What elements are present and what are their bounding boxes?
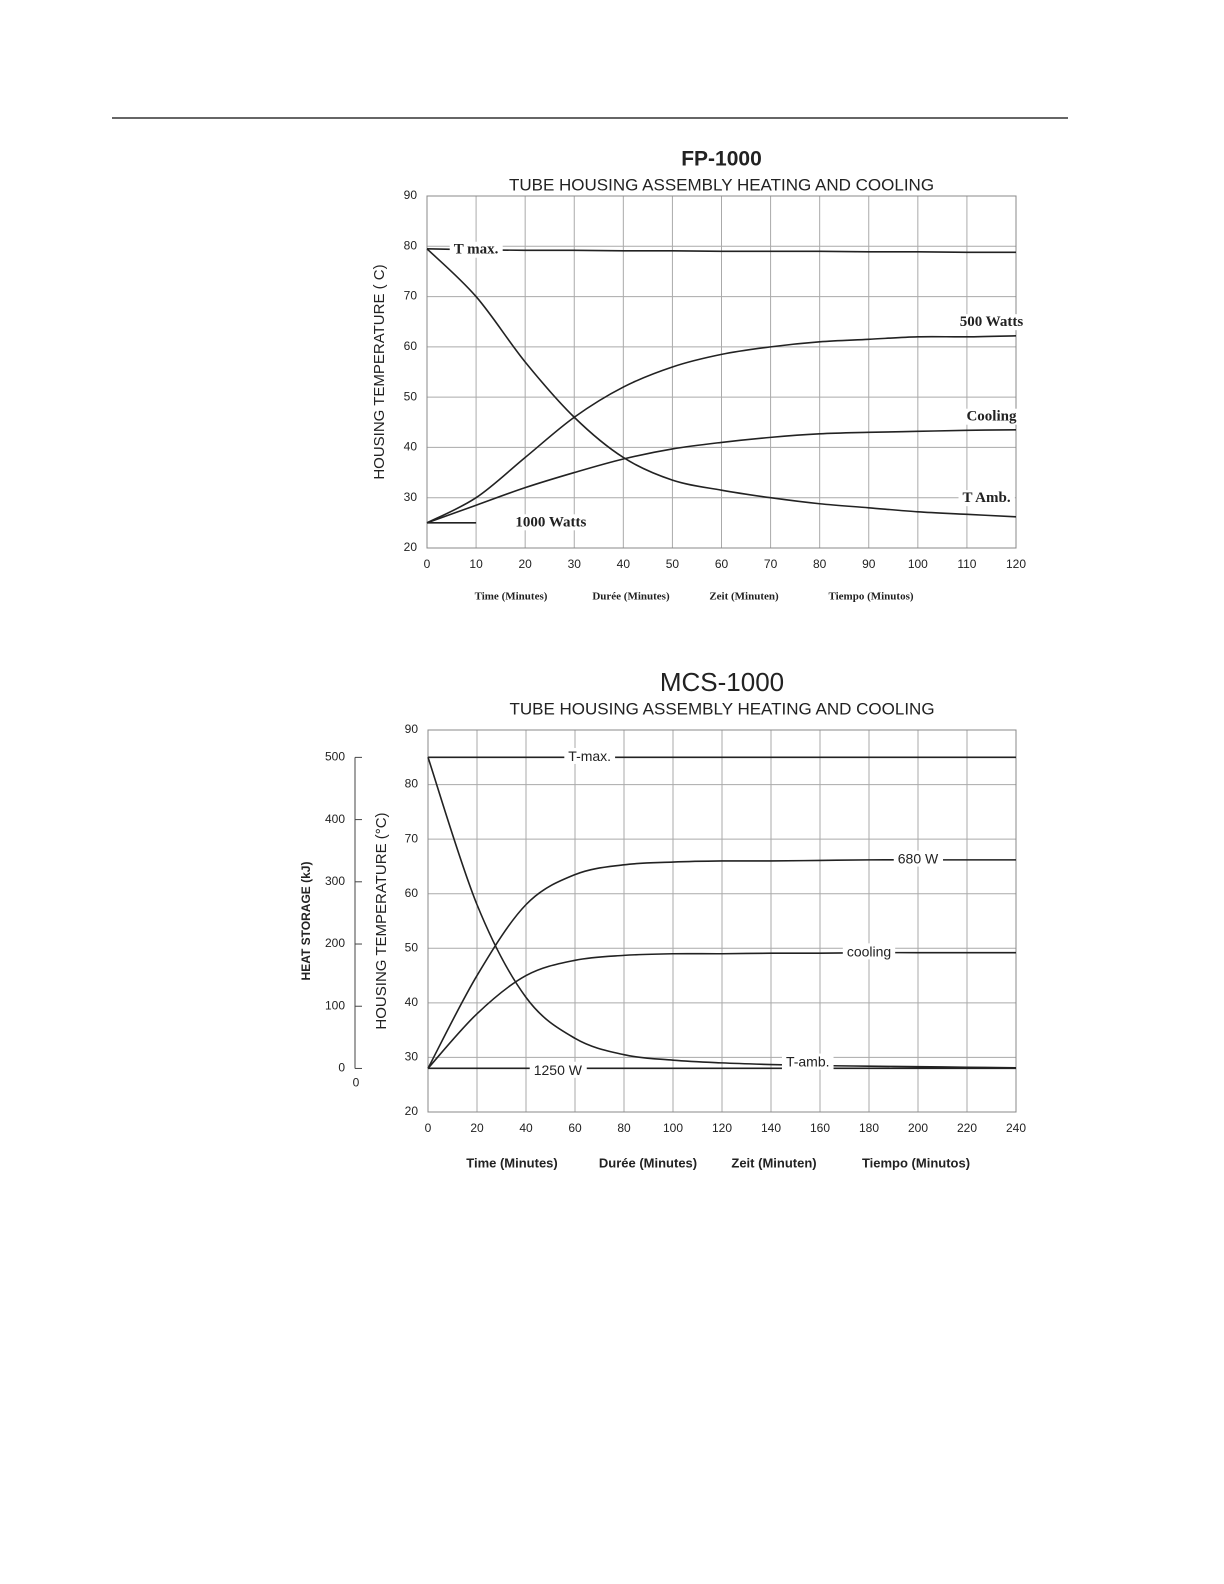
y-axis-label: HOUSING TEMPERATURE ( C) [371, 264, 388, 479]
y-tick-label: 50 [404, 389, 418, 403]
chart-subtitle: TUBE HOUSING ASSEMBLY HEATING AND COOLIN… [509, 699, 934, 718]
series-label: 680 W [898, 851, 939, 867]
series-line [426, 429, 1017, 524]
series-line [426, 334, 1017, 524]
series-label-background [449, 241, 503, 258]
series-line [426, 248, 1017, 254]
x-tick-label: 180 [859, 1121, 879, 1135]
x-tick-label: 0 [425, 1121, 432, 1135]
y-tick-label: 50 [405, 940, 419, 954]
x-tick-label: 20 [470, 1121, 484, 1135]
series-label-background [958, 490, 1015, 507]
series-label: T max. [454, 242, 499, 258]
x-axis-label: Tiempo (Minutos) [862, 1155, 970, 1170]
chart-title: MCS-1000 [660, 667, 784, 697]
x-axis-label: Time (Minutes) [475, 591, 548, 603]
chart-subtitle: TUBE HOUSING ASSEMBLY HEATING AND COOLIN… [509, 175, 934, 194]
series-line [426, 248, 1017, 518]
x-tick-label: 70 [764, 557, 778, 571]
x-axis-label: Tiempo (Minutos) [828, 591, 913, 603]
series-label-background [955, 314, 1028, 331]
x-tick-label: 140 [761, 1121, 781, 1135]
y-tick-label: 90 [404, 188, 418, 202]
series-label-background [893, 850, 944, 867]
x-tick-label: 110 [957, 557, 976, 571]
series-label: cooling [847, 943, 891, 959]
chart-title: FP-1000 [681, 148, 762, 171]
series-label-background [529, 1061, 587, 1078]
x-tick-label: 80 [813, 557, 827, 571]
x-tick-label: 80 [617, 1121, 631, 1135]
x-tick-label: 40 [519, 1121, 533, 1135]
series-label: 500 Watts [960, 314, 1024, 330]
y-tick-label: 70 [405, 831, 419, 845]
x-tick-label: 60 [715, 557, 729, 571]
x-tick-label: 90 [862, 557, 876, 571]
x-tick-label: 60 [568, 1121, 582, 1135]
y-tick-label: 20 [405, 1104, 419, 1118]
x-tick-label: 100 [908, 557, 928, 571]
x-tick-label: 160 [810, 1121, 830, 1135]
series-label: T-amb. [786, 1054, 830, 1070]
series-label-background [511, 514, 591, 531]
series-label: T Amb. [963, 490, 1011, 506]
y-tick-label: 40 [405, 995, 419, 1009]
series-label-background [962, 408, 1021, 425]
y2-tick-label: 200 [325, 936, 345, 950]
y-axis-label: HOUSING TEMPERATURE (°C) [373, 812, 390, 1029]
y-tick-label: 80 [405, 777, 419, 791]
x-tick-label: 200 [908, 1121, 928, 1135]
series-label-background [781, 1053, 834, 1070]
y-tick-label: 70 [404, 289, 418, 303]
plot-frame [426, 195, 1017, 549]
x-tick-label: 220 [957, 1121, 977, 1135]
y2-axis-label: HEAT STORAGE (kJ) [299, 862, 313, 981]
x-axis-label: Zeit (Minuten) [731, 1155, 816, 1170]
series-label: Cooling [966, 409, 1017, 425]
x-axis-label: Zeit (Minuten) [709, 591, 779, 603]
y2-tick-label: 400 [325, 812, 345, 826]
x-axis-label: Durée (Minutes) [592, 591, 670, 603]
y-tick-label: 60 [405, 886, 419, 900]
x-axis-label: Time (Minutes) [466, 1155, 558, 1170]
x-tick-label: 20 [518, 557, 532, 571]
y-tick-label: 30 [404, 490, 418, 504]
series-label-background [842, 943, 896, 960]
y-tick-label: 60 [404, 339, 418, 353]
x-tick-label: 40 [617, 557, 631, 571]
series-label: 1000 Watts [515, 514, 586, 530]
y2-tick-label: 300 [325, 874, 345, 888]
y2-tick-label: 500 [325, 750, 345, 764]
plot-frame [427, 729, 1017, 1113]
x-tick-label: 100 [663, 1121, 683, 1135]
x-tick-label: 50 [666, 557, 680, 571]
y2-tick-label: 0 [338, 1061, 345, 1075]
series-label: T-max. [568, 748, 611, 764]
series-label-background [564, 747, 616, 764]
y-tick-label: 80 [404, 238, 418, 252]
x-tick-label: 0 [424, 557, 431, 571]
x-tick-label: 120 [712, 1121, 732, 1135]
x-tick-label: 120 [1006, 557, 1026, 571]
y-tick-label: 40 [404, 440, 418, 454]
x-tick-label: 30 [568, 557, 582, 571]
series-line [427, 951, 1016, 1069]
x-tick-label: 240 [1006, 1121, 1026, 1135]
y2-annotation: 0 [353, 1076, 360, 1090]
series-label: 1250 W [534, 1062, 583, 1078]
y-tick-label: 20 [404, 540, 418, 554]
x-axis-label: Durée (Minutes) [599, 1155, 697, 1170]
y-tick-label: 30 [405, 1050, 419, 1064]
y2-tick-label: 100 [325, 998, 345, 1012]
series-line [427, 757, 1017, 1069]
x-tick-label: 10 [469, 557, 483, 571]
y-tick-label: 90 [405, 722, 419, 736]
